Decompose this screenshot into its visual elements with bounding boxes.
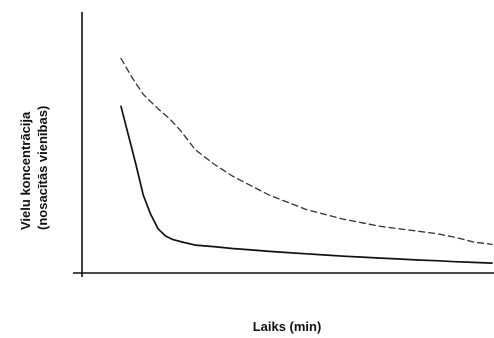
y-axis-title-line-2: (nosacītās vienības) [35,106,50,230]
x-axis-title: Laiks (min) [253,319,322,334]
y-axis-title: Vielu koncentrācija (nosacītās vienības) [18,106,50,230]
y-axis-title-line-1: Vielu koncentrācija [18,111,33,230]
series-layer [120,57,493,264]
axes [73,12,494,277]
series-line-solid [120,105,493,264]
series-line-dashed [120,57,493,246]
